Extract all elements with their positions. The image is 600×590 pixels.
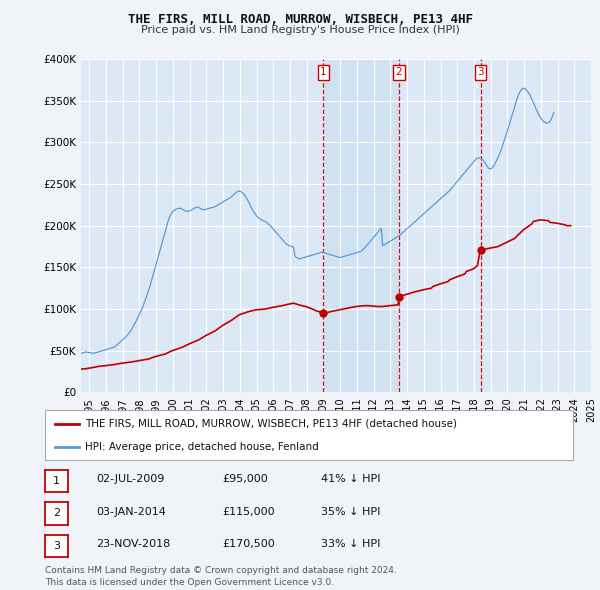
Text: 33% ↓ HPI: 33% ↓ HPI [321, 539, 380, 549]
Text: THE FIRS, MILL ROAD, MURROW, WISBECH, PE13 4HF: THE FIRS, MILL ROAD, MURROW, WISBECH, PE… [128, 13, 473, 26]
Text: 1: 1 [53, 476, 60, 486]
Text: Price paid vs. HM Land Registry's House Price Index (HPI): Price paid vs. HM Land Registry's House … [140, 25, 460, 35]
Text: 3: 3 [53, 541, 60, 550]
Text: 23-NOV-2018: 23-NOV-2018 [96, 539, 170, 549]
Text: 1: 1 [320, 67, 327, 77]
Text: 41% ↓ HPI: 41% ↓ HPI [321, 474, 380, 484]
Text: 35% ↓ HPI: 35% ↓ HPI [321, 507, 380, 516]
Text: £115,000: £115,000 [222, 507, 275, 516]
Text: £170,500: £170,500 [222, 539, 275, 549]
Text: 3: 3 [477, 67, 484, 77]
Text: HPI: Average price, detached house, Fenland: HPI: Average price, detached house, Fenl… [85, 442, 319, 452]
Text: Contains HM Land Registry data © Crown copyright and database right 2024.
This d: Contains HM Land Registry data © Crown c… [45, 566, 397, 587]
Text: 02-JUL-2009: 02-JUL-2009 [96, 474, 164, 484]
Text: THE FIRS, MILL ROAD, MURROW, WISBECH, PE13 4HF (detached house): THE FIRS, MILL ROAD, MURROW, WISBECH, PE… [85, 418, 457, 428]
Text: £95,000: £95,000 [222, 474, 268, 484]
Bar [323, 59, 399, 392]
Text: 2: 2 [395, 67, 402, 77]
Text: 03-JAN-2014: 03-JAN-2014 [96, 507, 166, 516]
Text: 2: 2 [53, 509, 60, 518]
